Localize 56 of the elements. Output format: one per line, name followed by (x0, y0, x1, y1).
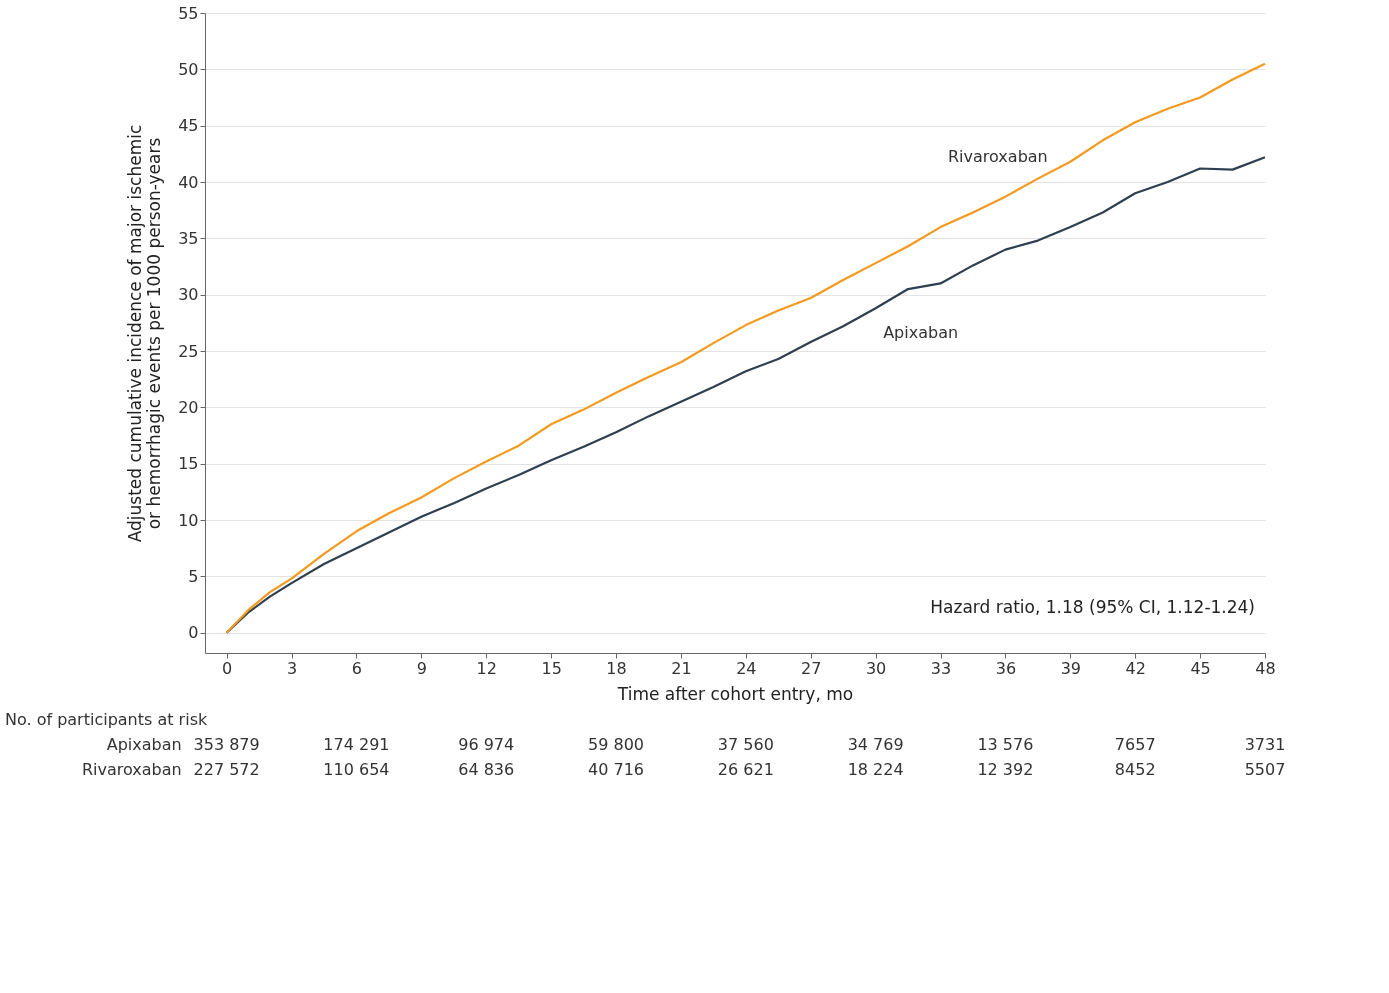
x-tick-label: 45 (1190, 658, 1211, 678)
text: 227 572 (193, 759, 260, 779)
text: 353 879 (193, 734, 260, 754)
text: Apixaban (106, 734, 182, 754)
y-tick-label: 55 (178, 3, 199, 23)
y-tick-label: 35 (178, 228, 199, 248)
text: 110 654 (323, 759, 390, 779)
text: 7657 (1114, 734, 1156, 754)
y-tick-label: 50 (178, 59, 199, 79)
text: 174 291 (323, 734, 390, 754)
text: 13 576 (977, 734, 1034, 754)
x-tick-label: 12 (476, 658, 497, 678)
text: 8452 (1114, 759, 1156, 779)
text: 5507 (1244, 759, 1286, 779)
text: Rivaroxaban (81, 759, 182, 779)
x-tick-label: 21 (671, 658, 692, 678)
y-tick-label: 40 (178, 172, 199, 192)
text: 37 560 (717, 734, 774, 754)
y-axis-title: Adjusted cumulative incidence of major ischemic or hemorrhagic events per 1000 person-years (125, 124, 165, 543)
x-tick-label: 48 (1255, 658, 1276, 678)
text: 59 800 (588, 734, 645, 754)
x-tick-label: 6 (351, 658, 363, 678)
text: 3731 (1244, 734, 1286, 754)
x-tick-label: 27 (801, 658, 822, 678)
x-tick-label: 42 (1125, 658, 1146, 678)
x-tick-label: 9 (416, 658, 427, 678)
y-tick-label: 45 (178, 116, 199, 136)
series-label: Rivaroxaban (947, 146, 1048, 166)
x-axis-title: Time after cohort entry, mo (616, 683, 854, 704)
y-tick-label: 25 (178, 341, 199, 361)
annotation: Hazard ratio, 1.18 (95% CI, 1.12-1.24) (930, 597, 1255, 617)
x-tick-label: 39 (1060, 658, 1081, 678)
y-tick-label: 20 (178, 397, 199, 417)
y-tick-label: 0 (188, 623, 199, 643)
x-tick-label: 18 (606, 658, 627, 678)
x-tick-label: 36 (995, 658, 1017, 678)
text: No. of participants at risk (5, 709, 208, 729)
text: 34 769 (847, 734, 904, 754)
text: 64 836 (458, 759, 515, 779)
x-tick-label: 3 (286, 658, 298, 678)
y-tick-label: 10 (178, 510, 199, 530)
x-tick-label: 33 (930, 658, 952, 678)
y-tick-label: 15 (178, 454, 199, 474)
text: 12 392 (977, 759, 1034, 779)
x-tick-label: 24 (736, 658, 757, 678)
series-label: Apixaban (883, 323, 959, 343)
text: 18 224 (847, 759, 904, 779)
text: 40 716 (588, 759, 645, 779)
line-series (225, 62, 1267, 634)
x-tick-label: 30 (865, 658, 887, 678)
y-tick-label: 30 (178, 285, 199, 305)
x-tick-label: 15 (541, 658, 562, 678)
text: 26 621 (717, 759, 774, 779)
x-tick-label: 0 (222, 658, 233, 678)
text: 96 974 (458, 734, 515, 754)
y-tick-label: 5 (188, 566, 199, 586)
